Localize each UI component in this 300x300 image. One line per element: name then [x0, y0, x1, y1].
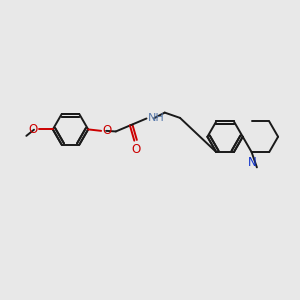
Text: O: O	[102, 124, 111, 137]
Text: O: O	[131, 143, 140, 156]
Text: O: O	[28, 123, 38, 136]
Text: N: N	[248, 156, 256, 169]
Text: NH: NH	[148, 112, 164, 123]
